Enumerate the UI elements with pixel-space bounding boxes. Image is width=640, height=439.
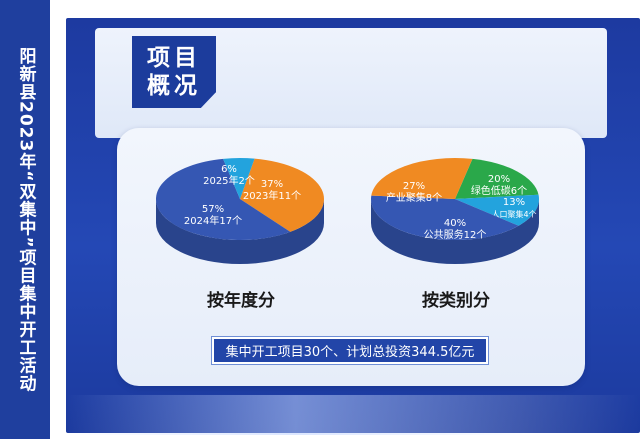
pie-slice: [371, 158, 473, 199]
slice-percent-label: 27%: [403, 181, 425, 192]
summary-banner: 集中开工项目30个、计划总投资344.5亿元: [211, 336, 489, 365]
slice-name-label: 产业聚集8个: [386, 191, 442, 204]
slice-name-label: 2025年2个: [203, 174, 255, 187]
slice-percent-label: 40%: [444, 218, 466, 229]
pie-slice: [240, 158, 325, 232]
pie-slice: [223, 158, 255, 199]
left-title-bar: 阳新县2023年“双集中”项目集中开工活动: [0, 0, 50, 439]
pie-side-wall: [371, 199, 539, 264]
pie-chart-by-year: 37%2023年11个 57%2024年17个 6%2025年2个: [156, 158, 325, 264]
section-title-line2: 概况: [147, 73, 201, 99]
slice-percent-label: 6%: [221, 164, 237, 175]
chart-caption-by-category: 按类别分: [422, 291, 490, 311]
pie-slice: [455, 158, 539, 199]
slice-name-label: 人口聚集4个: [491, 209, 536, 219]
pie-side-wall: [156, 199, 324, 264]
slice-percent-label: 13%: [503, 197, 525, 208]
pie-slice: [371, 195, 519, 240]
section-title-badge: 项目 概况: [132, 36, 216, 108]
slice-percent-label: 37%: [261, 179, 283, 190]
section-title-line1: 项目: [147, 45, 201, 71]
event-title: 阳新县2023年“双集中”项目集中开工活动: [15, 46, 36, 393]
slice-percent-label: 57%: [202, 204, 224, 215]
slice-name-label: 公共服务12个: [424, 228, 487, 241]
chart-caption-by-year: 按年度分: [207, 291, 275, 311]
slice-name-label: 2023年11个: [243, 189, 301, 202]
slice-name-label: 绿色低碳6个: [471, 184, 527, 197]
slice-percent-label: 20%: [488, 174, 510, 185]
decorative-stripes: [66, 395, 640, 435]
slice-name-label: 2024年17个: [184, 214, 242, 227]
pie-slice: [455, 194, 539, 226]
pie-slice: [156, 158, 291, 240]
